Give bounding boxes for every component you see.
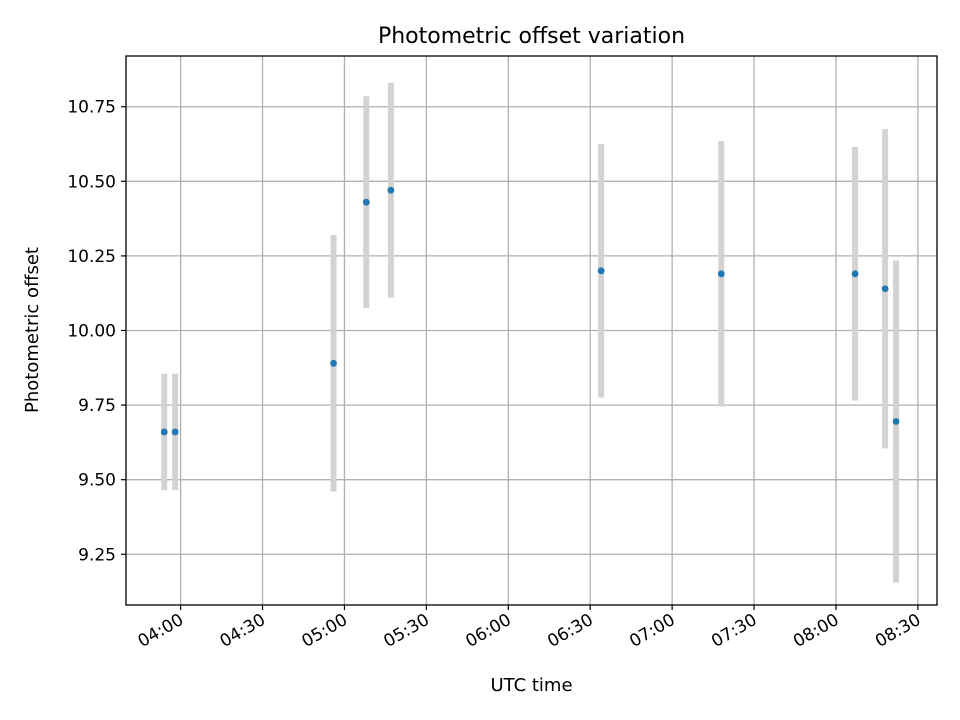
chart-title: Photometric offset variation	[378, 24, 685, 49]
grid-lines	[126, 56, 937, 605]
data-point	[362, 198, 370, 206]
y-tick-label: 10.75	[67, 98, 116, 118]
y-tick-label: 9.25	[78, 545, 116, 565]
data-point	[881, 285, 889, 293]
x-axis-label: UTC time	[490, 675, 572, 696]
data-point	[171, 428, 179, 436]
y-tick-label: 10.25	[67, 247, 116, 267]
data-point	[717, 270, 725, 278]
data-point	[330, 359, 337, 367]
data-point	[387, 186, 395, 194]
y-axis-label: Photometric offset	[22, 247, 43, 413]
data-points	[160, 186, 900, 436]
y-tick-label: 9.75	[78, 396, 116, 416]
y-tick-label: 10.50	[67, 172, 116, 192]
y-tick-label: 9.50	[78, 471, 116, 491]
data-point	[597, 267, 605, 275]
y-tick-label: 10.00	[67, 322, 116, 342]
data-point	[892, 418, 900, 425]
data-point	[851, 270, 859, 278]
data-point	[160, 428, 168, 436]
